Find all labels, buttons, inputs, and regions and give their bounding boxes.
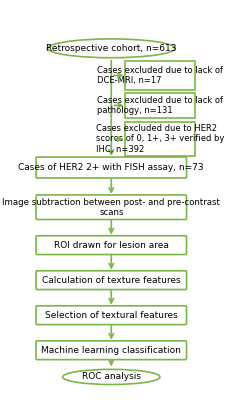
FancyBboxPatch shape <box>36 195 186 220</box>
Text: Selection of textural features: Selection of textural features <box>45 311 177 320</box>
Text: ROI drawn for lesion area: ROI drawn for lesion area <box>54 241 168 250</box>
FancyBboxPatch shape <box>36 271 186 290</box>
Text: Machine learning classification: Machine learning classification <box>41 346 180 355</box>
Text: Cases excluded due to lack of
pathology, n=131: Cases excluded due to lack of pathology,… <box>97 96 222 115</box>
FancyBboxPatch shape <box>36 157 186 178</box>
Text: Image subtraction between post- and pre-contrast
scans: Image subtraction between post- and pre-… <box>2 198 219 217</box>
Text: Calculation of texture features: Calculation of texture features <box>42 276 180 285</box>
Text: Cases excluded due to lack of
DCE-MRI, n=17: Cases excluded due to lack of DCE-MRI, n… <box>97 66 222 85</box>
Text: ROC analysis: ROC analysis <box>81 372 140 382</box>
Text: Cases excluded due to HER2
scores of 0, 1+, 3+ verified by
IHC, n=392: Cases excluded due to HER2 scores of 0, … <box>95 124 223 154</box>
Text: Cases of HER2 2+ with FISH assay, n=73: Cases of HER2 2+ with FISH assay, n=73 <box>18 163 203 172</box>
Ellipse shape <box>62 369 159 384</box>
FancyBboxPatch shape <box>125 122 194 156</box>
FancyBboxPatch shape <box>36 236 186 254</box>
Ellipse shape <box>47 39 174 58</box>
FancyBboxPatch shape <box>125 61 194 90</box>
Text: Retrospective cohort, n=613: Retrospective cohort, n=613 <box>46 44 176 53</box>
FancyBboxPatch shape <box>36 341 186 360</box>
FancyBboxPatch shape <box>36 306 186 324</box>
FancyBboxPatch shape <box>125 93 194 118</box>
